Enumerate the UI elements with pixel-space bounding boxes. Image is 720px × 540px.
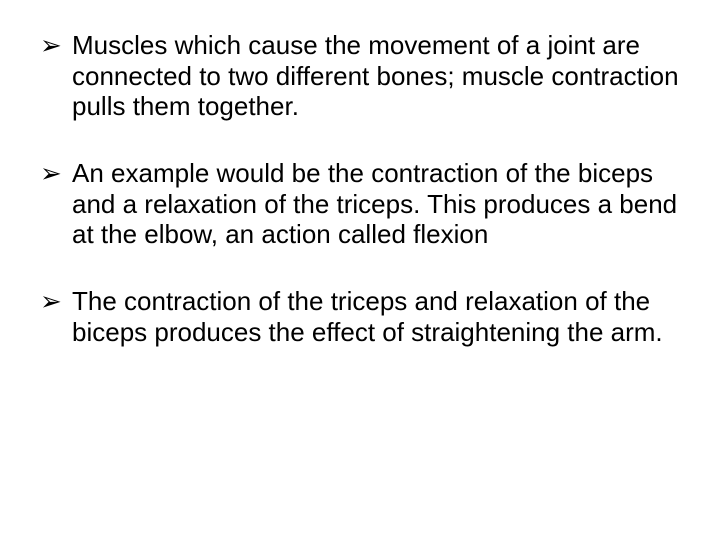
bullet-text: An example would be the contraction of t… bbox=[72, 158, 677, 249]
bullet-list: Muscles which cause the movement of a jo… bbox=[40, 30, 680, 347]
list-item: Muscles which cause the movement of a jo… bbox=[40, 30, 680, 122]
bullet-text: Muscles which cause the movement of a jo… bbox=[72, 30, 679, 121]
slide: Muscles which cause the movement of a jo… bbox=[0, 0, 720, 540]
bullet-text: The contraction of the triceps and relax… bbox=[72, 286, 663, 347]
list-item: The contraction of the triceps and relax… bbox=[40, 286, 680, 347]
list-item: An example would be the contraction of t… bbox=[40, 158, 680, 250]
